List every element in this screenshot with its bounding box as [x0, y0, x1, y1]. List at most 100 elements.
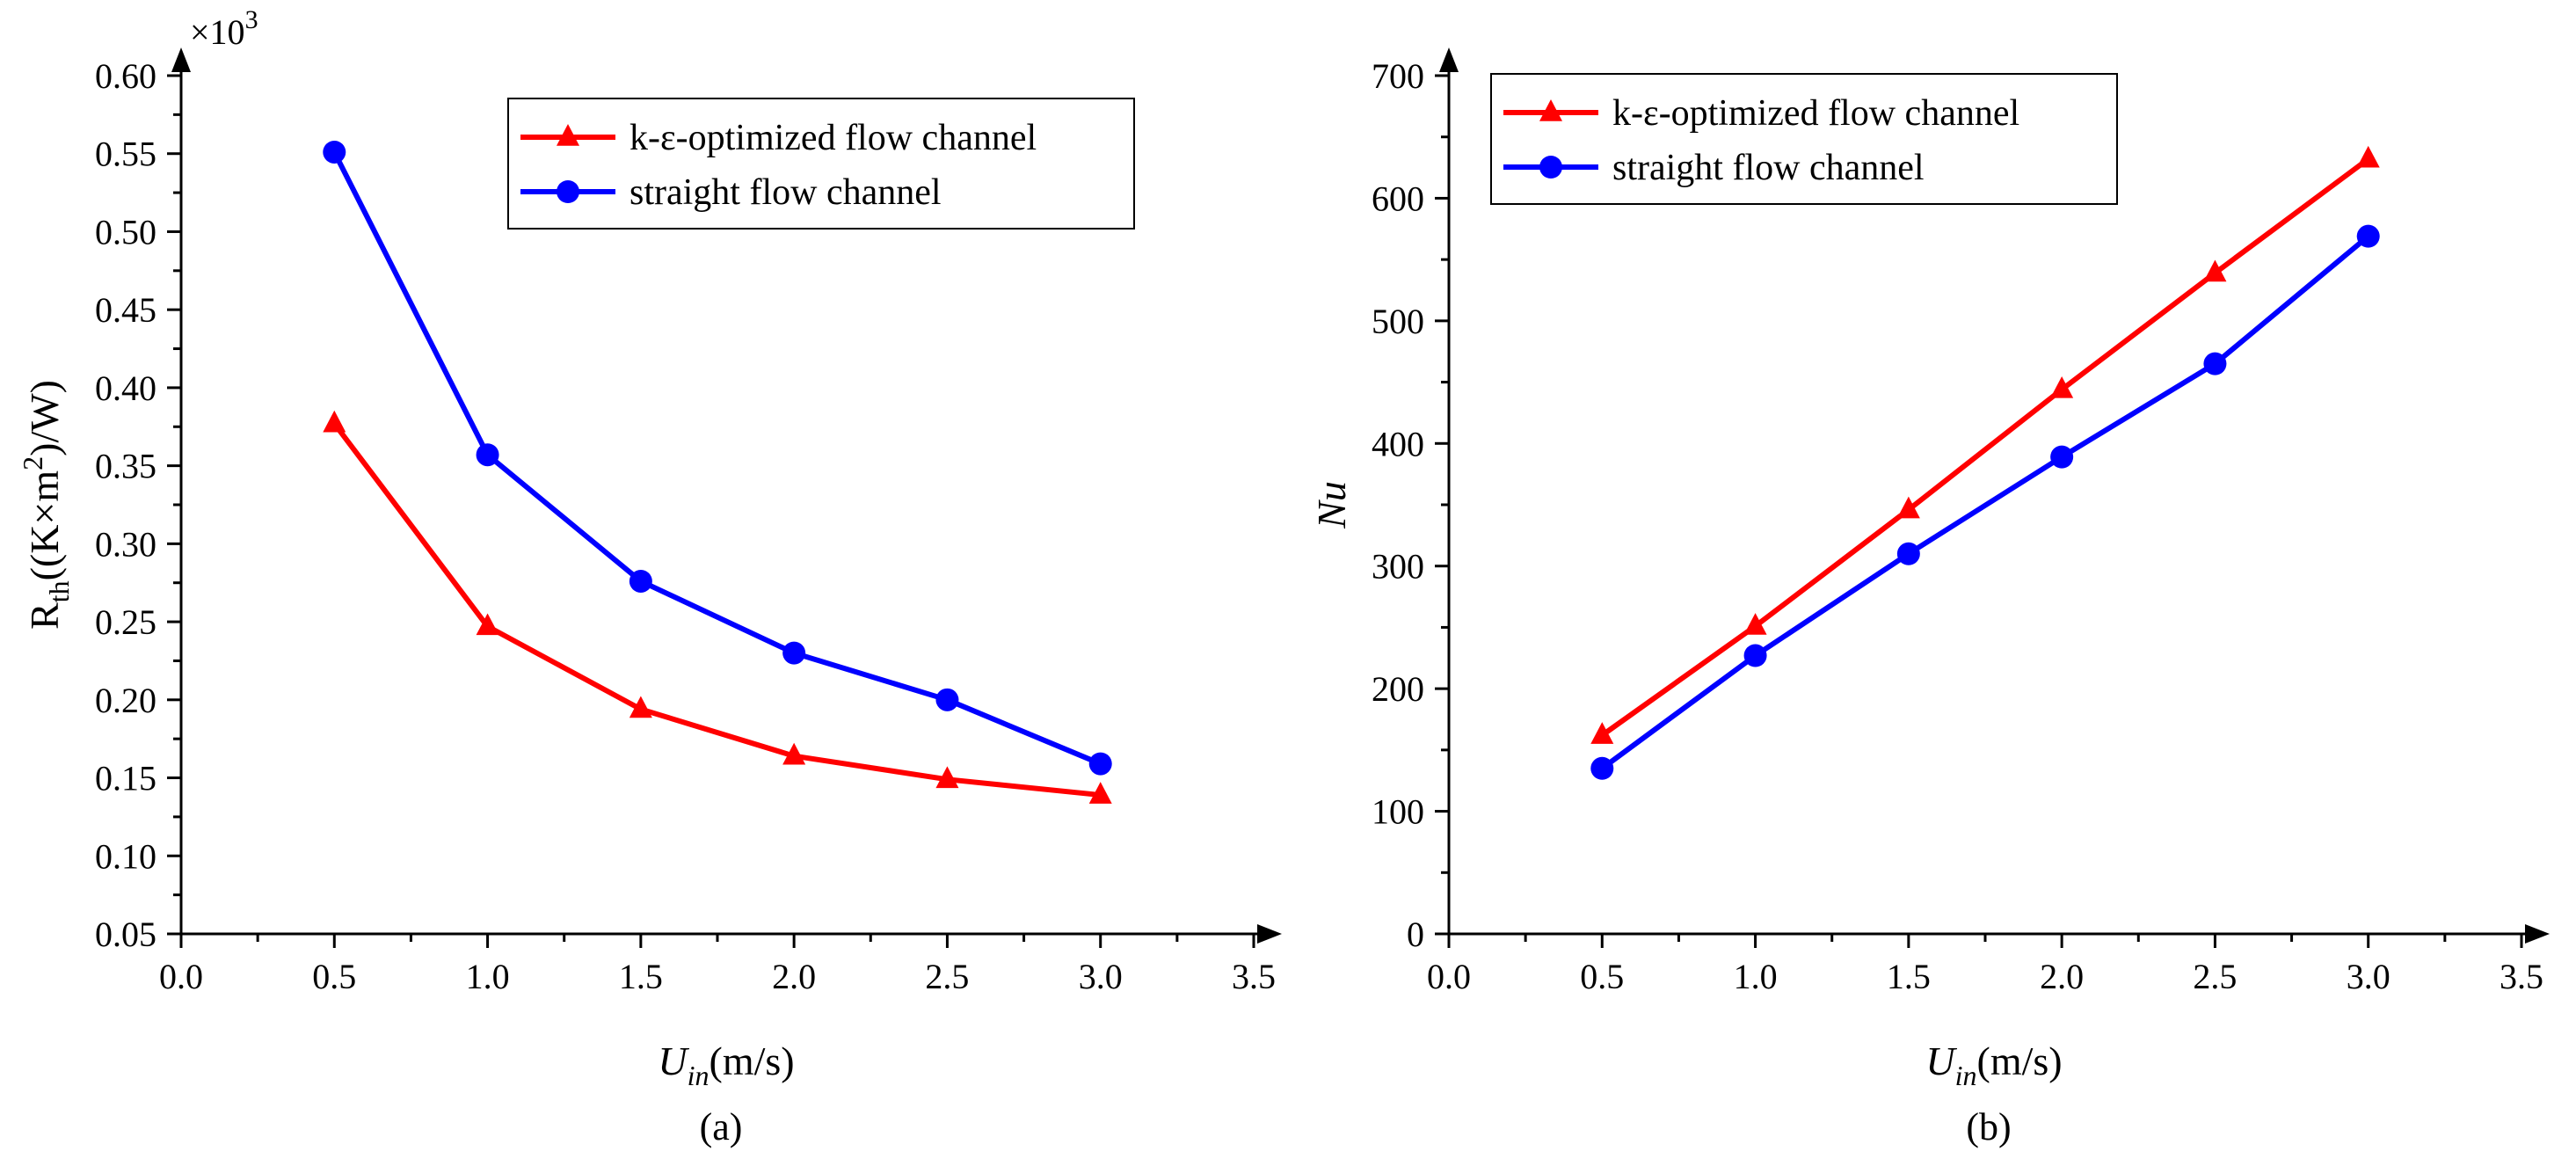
data-point [935, 688, 959, 711]
data-point [323, 140, 346, 164]
x-tick-label: 3.0 [2347, 957, 2390, 996]
circle-marker-icon [1743, 644, 1767, 667]
circle-marker-icon [1590, 756, 1614, 780]
y-tick-label: 500 [1372, 302, 1424, 341]
x-tick-label: 0.5 [312, 957, 356, 996]
y-tick-label: 0.60 [95, 56, 156, 96]
series-straight [1590, 224, 2380, 780]
circle-marker-icon [2203, 352, 2227, 375]
circle-marker-icon [557, 180, 579, 203]
panel-caption: (b) [1966, 1105, 2011, 1148]
legend-label: k-ε-optimized flow channel [1612, 93, 2019, 134]
triangle-marker-icon [2050, 375, 2074, 398]
legend-box [507, 98, 1135, 230]
data-point [2050, 445, 2074, 469]
triangle-marker-icon [323, 410, 346, 433]
data-point [782, 641, 806, 665]
x-tick-label: 0.0 [159, 957, 203, 996]
series-line [1600, 234, 2370, 771]
triangle-marker-icon [935, 766, 959, 789]
y-tick-label: 0.20 [95, 681, 156, 720]
legend-entry: straight flow channel [520, 172, 942, 213]
y-tick-label: 0.50 [95, 212, 156, 251]
y-tick-label: 100 [1372, 792, 1424, 832]
circle-marker-icon [1539, 156, 1562, 179]
y-tick-label: 0.45 [95, 290, 156, 330]
legend-label: k-ε-optimized flow channel [629, 118, 1037, 158]
series-optimized [1590, 145, 2380, 744]
data-point [1743, 644, 1767, 667]
y-tick-label: 300 [1372, 547, 1424, 587]
triangle-marker-icon [1743, 613, 1767, 635]
y-tick-label: 600 [1372, 179, 1424, 218]
triangle-marker-icon [557, 124, 579, 146]
triangle-marker-icon [1590, 722, 1614, 744]
circle-marker-icon [2050, 445, 2074, 469]
y-tick-label: 700 [1372, 56, 1424, 96]
y-tick-label: 0 [1407, 915, 1424, 954]
data-point [2203, 352, 2227, 375]
triangle-marker-icon [1896, 496, 1920, 519]
x-tick-label: 3.0 [1079, 957, 1123, 996]
data-point [476, 443, 499, 467]
x-tick-label: 3.5 [2500, 957, 2543, 996]
triangle-marker-icon [2356, 145, 2380, 168]
data-point [2203, 259, 2227, 282]
axis-multiplier: ×103 [190, 5, 258, 52]
triangle-marker-icon [1088, 782, 1112, 804]
data-point [1088, 752, 1112, 776]
legend: k-ε-optimized flow channel straight flow … [1490, 73, 2118, 205]
x-tick-label: 0.5 [1580, 957, 1624, 996]
x-tick-label: 0.0 [1427, 957, 1471, 996]
legend-box [1490, 73, 2118, 205]
circle-marker-icon [1088, 752, 1112, 776]
legend: k-ε-optimized flow channel straight flow … [507, 98, 1135, 230]
data-point [1896, 542, 1920, 565]
data-point [1088, 782, 1112, 804]
legend-label: straight flow channel [629, 172, 942, 213]
x-tick-label: 1.0 [1734, 957, 1778, 996]
series-line [331, 421, 1102, 798]
x-axis-arrow-icon [1257, 924, 1282, 944]
y-tick-label: 0.55 [95, 135, 156, 174]
x-axis-label: Uin(m/s) [658, 1039, 794, 1091]
y-tick-label: 200 [1372, 669, 1424, 709]
chart-panel-a: 0.0 0.5 1.0 1.5 2.0 2.5 3.0 3.5 0.05 0.10 0.15 0.20… [17, 5, 1282, 1148]
series-optimized [323, 410, 1112, 804]
legend-entry: straight flow channel [1503, 148, 1925, 188]
y-tick-label: 0.35 [95, 447, 156, 486]
x-tick-label: 2.0 [2040, 957, 2084, 996]
circle-marker-icon [1896, 542, 1920, 565]
data-point [323, 410, 346, 433]
triangle-marker-icon [476, 613, 499, 636]
y-tick-label: 400 [1372, 424, 1424, 463]
circle-marker-icon [782, 641, 806, 665]
circle-marker-icon [323, 140, 346, 164]
x-axis-label: Uin(m/s) [1925, 1039, 2062, 1091]
x-tick-label: 1.5 [619, 957, 663, 996]
y-tick-label: 0.15 [95, 759, 156, 798]
y-tick-label: 0.25 [95, 602, 156, 642]
data-point [476, 613, 499, 636]
x-axis-arrow-icon [2525, 924, 2550, 944]
y-tick-label: 0.40 [95, 368, 156, 408]
data-point [629, 696, 652, 718]
circle-marker-icon [476, 443, 499, 467]
x-tick-label: 2.5 [2193, 957, 2237, 996]
triangle-marker-icon [629, 696, 652, 718]
y-axis-arrow-icon [171, 47, 191, 72]
data-point [629, 569, 652, 593]
y-tick-label: 0.10 [95, 836, 156, 876]
data-point [935, 766, 959, 789]
data-point [2050, 375, 2074, 398]
series-line [1600, 157, 2370, 738]
data-point [2356, 145, 2380, 168]
triangle-marker-icon [782, 742, 806, 765]
data-point [1590, 722, 1614, 744]
legend-label: straight flow channel [1612, 148, 1925, 188]
x-tick-label: 2.5 [925, 957, 969, 996]
data-point [782, 742, 806, 765]
y-tick-label: 0.05 [95, 915, 156, 954]
x-tick-label: 1.5 [1887, 957, 1931, 996]
